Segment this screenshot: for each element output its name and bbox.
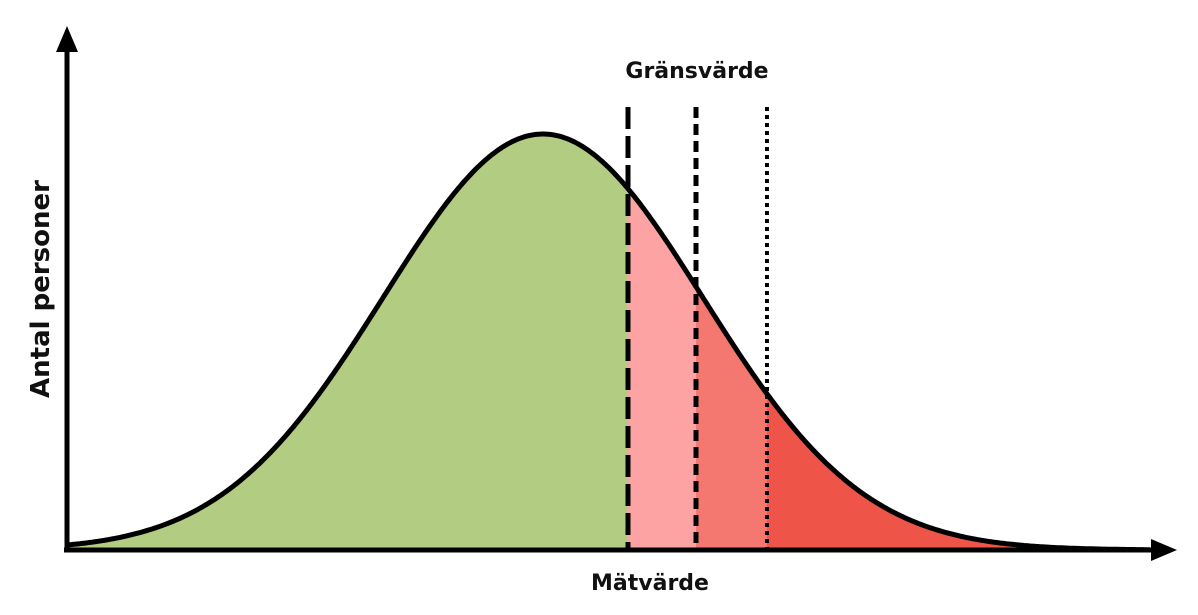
threshold-lines (625, 107, 769, 550)
axes (56, 26, 1177, 561)
region-above-threshold-2 (696, 286, 767, 550)
normal-region (68, 134, 628, 550)
x-axis-arrow-icon (1151, 539, 1177, 561)
threshold-label: Gränsvärde (625, 59, 768, 84)
x-axis-label: Mätvärde (591, 571, 709, 596)
region-above-threshold-1 (628, 188, 696, 550)
y-axis-arrow-icon (56, 26, 78, 52)
region-above-threshold-3 (767, 393, 1150, 550)
y-axis-label: Antal personer (26, 180, 56, 398)
curve-fills (68, 134, 1150, 550)
distribution-curve (67, 131, 1151, 553)
